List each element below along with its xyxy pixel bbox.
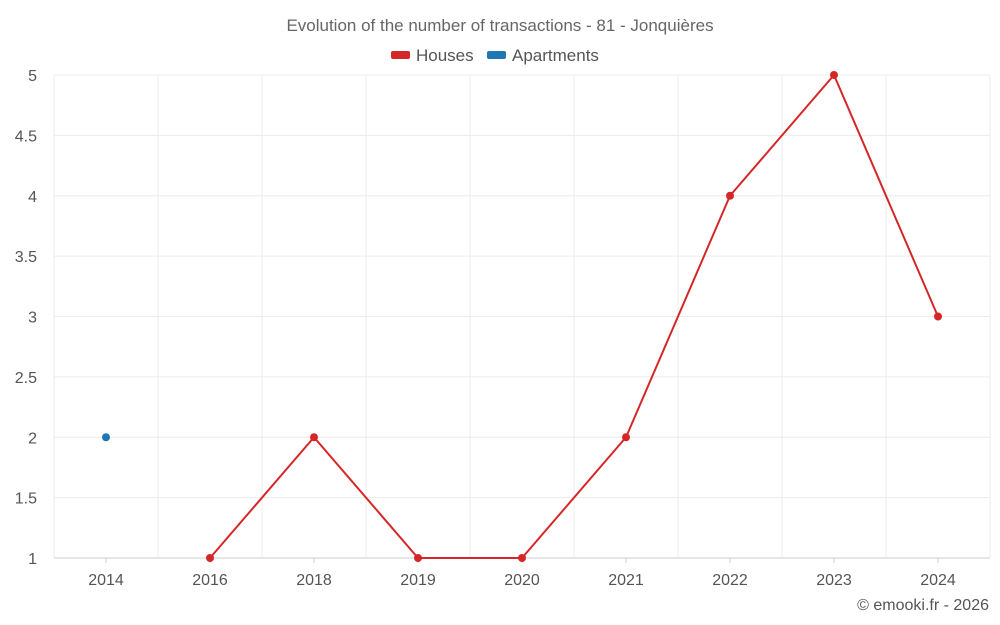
axes: 1 1.5 2 2.5 3 3.5 4 4.5 5 2014 2016 2018 2019 2020 202…	[15, 68, 990, 589]
series	[102, 71, 942, 562]
data-point-houses-2021[interactable]	[622, 433, 630, 442]
data-point-houses-2016[interactable]	[206, 554, 214, 562]
grid	[53, 74, 991, 559]
x-tick-label: 2014	[88, 572, 124, 589]
y-tick-label: 2	[28, 430, 37, 447]
data-point-apartments-2014[interactable]	[102, 433, 110, 442]
legend: Houses Apartments	[391, 46, 599, 65]
x-tick-label: 2018	[296, 572, 332, 589]
y-tick-label: 1.5	[15, 491, 37, 508]
legend-swatch-apartments	[487, 51, 506, 59]
legend-item-apartments[interactable]: Apartments	[487, 46, 599, 65]
x-tick-label: 2022	[712, 572, 748, 589]
credit-text: © emooki.fr - 2026	[857, 597, 989, 614]
legend-label-houses: Houses	[416, 46, 474, 65]
legend-swatch-houses	[391, 51, 410, 59]
series-line-houses	[209, 74, 939, 559]
x-tick-label: 2020	[504, 572, 540, 589]
legend-item-houses[interactable]: Houses	[391, 46, 474, 65]
y-tick-label: 4	[28, 189, 37, 206]
data-point-houses-2024[interactable]	[934, 312, 942, 321]
data-point-houses-2022[interactable]	[726, 191, 734, 200]
x-tick-label: 2024	[920, 572, 956, 589]
x-tick-label: 2016	[192, 572, 228, 589]
chart-title: Evolution of the number of transactions …	[286, 16, 713, 35]
y-tick-label: 3.5	[15, 249, 37, 266]
y-tick-label: 1	[28, 551, 37, 568]
x-tick-label: 2023	[816, 572, 852, 589]
data-point-houses-2019[interactable]	[414, 554, 422, 562]
data-point-houses-2023[interactable]	[830, 71, 838, 79]
legend-label-apartments: Apartments	[512, 46, 599, 65]
y-tick-label: 3	[28, 310, 37, 327]
data-point-houses-2020[interactable]	[518, 554, 526, 562]
x-tick-label: 2019	[400, 572, 436, 589]
y-tick-label: 4.5	[15, 128, 37, 145]
y-tick-label: 2.5	[15, 370, 37, 387]
x-tick-label: 2021	[608, 572, 644, 589]
y-tick-label: 5	[28, 68, 37, 85]
data-point-houses-2018[interactable]	[310, 433, 318, 442]
